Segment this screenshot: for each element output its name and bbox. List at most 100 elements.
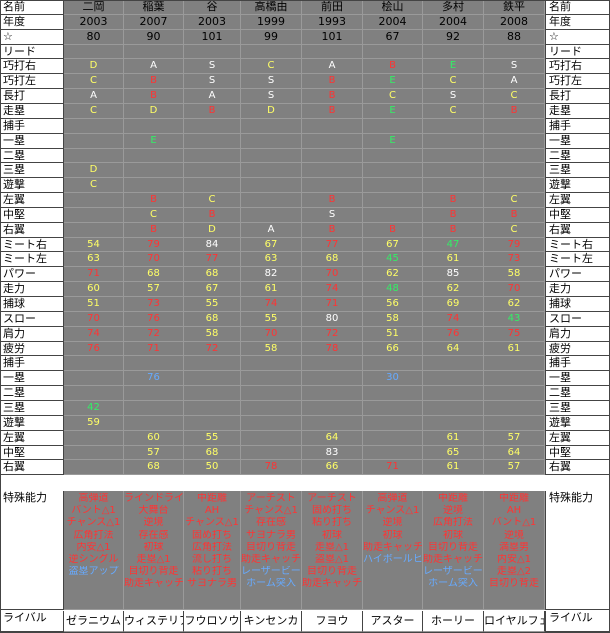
stat-value: 78 bbox=[302, 342, 363, 356]
position-value: 83 bbox=[302, 446, 363, 460]
stat-value: 75 bbox=[484, 327, 545, 342]
player-year: 2004 bbox=[363, 15, 423, 30]
stat-value: 73 bbox=[124, 297, 184, 312]
player-name: 稲葉 bbox=[124, 0, 184, 15]
position-value: 60 bbox=[124, 431, 184, 446]
position-value: 78 bbox=[241, 460, 302, 475]
special-ability: 高弾道 bbox=[377, 493, 408, 504]
row-label-right: リード bbox=[545, 45, 610, 59]
row-label-left: 捕球 bbox=[0, 297, 64, 312]
batting-grade: E bbox=[423, 59, 484, 74]
position-value bbox=[484, 401, 545, 416]
special-ability: レーザービーム bbox=[423, 566, 483, 578]
special-ability: 走塁△2 bbox=[496, 566, 532, 578]
player-year: 1993 bbox=[302, 15, 363, 30]
player-star-rating: 101 bbox=[302, 30, 363, 45]
row-label-left: 三塁 bbox=[0, 401, 64, 416]
stat-value: 47 bbox=[423, 238, 484, 252]
row-label-right: 巧打左 bbox=[545, 74, 610, 89]
player-year: 1999 bbox=[241, 15, 302, 30]
position-grade bbox=[64, 223, 124, 238]
player-star-rating: 101 bbox=[184, 30, 241, 45]
position-value: 64 bbox=[484, 446, 545, 460]
stat-value: 43 bbox=[484, 312, 545, 327]
batting-grade: S bbox=[184, 59, 241, 74]
batting-grade: C bbox=[423, 104, 484, 119]
position-grade bbox=[241, 193, 302, 208]
position-value bbox=[64, 446, 124, 460]
position-value bbox=[363, 356, 423, 371]
position-grade bbox=[363, 178, 423, 193]
batting-grade: E bbox=[363, 74, 423, 89]
stat-value: 71 bbox=[302, 297, 363, 312]
special-abilities: 中距離 AH バント△1 逆境 満塁男 内安△1 走塁△2 目切り背走 bbox=[484, 491, 545, 610]
position-grade: D bbox=[184, 223, 241, 238]
position-value bbox=[184, 401, 241, 416]
batting-grade: A bbox=[302, 59, 363, 74]
stat-value: 72 bbox=[302, 327, 363, 342]
row-label-right: 一塁 bbox=[545, 134, 610, 149]
position-value: 30 bbox=[363, 371, 423, 386]
row-label-right: 特殊能力 bbox=[545, 491, 610, 610]
player-name: 桧山 bbox=[363, 0, 423, 15]
special-ability: AH bbox=[204, 505, 220, 517]
row-label-left: リード bbox=[0, 45, 64, 59]
special-ability: 初球 bbox=[322, 529, 342, 541]
position-grade: B bbox=[423, 223, 484, 238]
batting-grade: B bbox=[363, 59, 423, 74]
player-name: 谷 bbox=[184, 0, 241, 15]
position-value bbox=[184, 386, 241, 401]
position-value bbox=[241, 371, 302, 386]
batting-grade: S bbox=[423, 89, 484, 104]
row-label-left: 年度 bbox=[0, 15, 64, 30]
position-grade bbox=[484, 149, 545, 163]
player-star-rating: 90 bbox=[124, 30, 184, 45]
stat-value: 51 bbox=[64, 297, 124, 312]
rival-name: ホーリー bbox=[423, 611, 484, 632]
stat-value: 61 bbox=[484, 342, 545, 356]
row-label-right: 遊撃 bbox=[545, 416, 610, 431]
batting-grade: C bbox=[241, 59, 302, 74]
batting-grade: S bbox=[241, 74, 302, 89]
rival-name: フヨウ bbox=[302, 611, 363, 632]
position-grade bbox=[124, 149, 184, 163]
stat-value: 61 bbox=[423, 252, 484, 267]
stat-value: 48 bbox=[363, 282, 423, 297]
position-value bbox=[124, 416, 184, 431]
special-ability: 粘り打ち bbox=[192, 566, 232, 578]
special-ability: 走塁△1 bbox=[136, 554, 171, 566]
row-label-right: 年度 bbox=[545, 15, 610, 30]
row-label-left: 遊撃 bbox=[0, 416, 64, 431]
stat-value: 85 bbox=[423, 267, 484, 282]
row-label-left: ミート左 bbox=[0, 252, 64, 267]
stat-value: 62 bbox=[484, 297, 545, 312]
position-value bbox=[64, 371, 124, 386]
position-grade bbox=[423, 119, 484, 134]
position-grade bbox=[184, 149, 241, 163]
stat-value: 74 bbox=[241, 297, 302, 312]
stat-value: 57 bbox=[124, 282, 184, 297]
row-label-left: 中堅 bbox=[0, 446, 64, 460]
batting-grade: B bbox=[302, 104, 363, 119]
position-grade bbox=[64, 149, 124, 163]
player-name: 鉄平 bbox=[484, 0, 545, 15]
special-ability: 粘り打ち bbox=[312, 517, 352, 529]
special-ability: チャンス△1 bbox=[244, 505, 298, 517]
special-ability: 広角打法 bbox=[73, 529, 114, 541]
stat-value: 67 bbox=[241, 238, 302, 252]
special-ability: アーチスト bbox=[307, 493, 357, 504]
stat-value: 72 bbox=[184, 342, 241, 356]
position-grade bbox=[184, 119, 241, 134]
row-label-left: 巧打右 bbox=[0, 59, 64, 74]
row-label-left: ミート右 bbox=[0, 238, 64, 252]
position-grade bbox=[124, 178, 184, 193]
row-label-right: ミート右 bbox=[545, 238, 610, 252]
row-label-right: 疲労 bbox=[545, 342, 610, 356]
position-value: 42 bbox=[64, 401, 124, 416]
row-label-left: ☆ bbox=[0, 30, 64, 45]
special-ability: レーザービーム bbox=[241, 566, 301, 578]
batting-grade: C bbox=[363, 89, 423, 104]
position-value: 59 bbox=[64, 416, 124, 431]
